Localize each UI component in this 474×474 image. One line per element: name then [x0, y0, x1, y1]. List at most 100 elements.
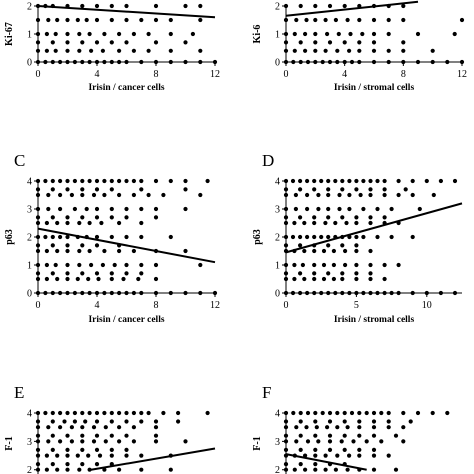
data-point: [124, 178, 129, 184]
data-point: [109, 433, 114, 438]
data-point: [283, 419, 289, 424]
data-point: [344, 220, 349, 226]
y-tick-label: 2: [275, 233, 280, 244]
data-point: [283, 425, 289, 430]
data-point: [35, 453, 41, 458]
data-point: [69, 439, 74, 444]
data-point: [401, 40, 406, 45]
data-point: [80, 178, 85, 184]
data-point: [65, 178, 70, 184]
data-point: [65, 453, 70, 458]
data-point: [305, 439, 311, 444]
data-point: [97, 453, 103, 458]
data-point: [323, 17, 328, 23]
y-tick-label: 3: [275, 205, 280, 216]
data-point: [35, 462, 41, 467]
x-tick-label: 12: [457, 69, 467, 80]
data-point: [354, 248, 359, 254]
data-point: [361, 234, 366, 240]
data-point: [371, 17, 377, 23]
data-point: [84, 206, 89, 212]
data-point: [401, 425, 406, 430]
data-point: [35, 187, 41, 192]
regression-line: [285, 453, 367, 471]
data-point: [331, 248, 336, 254]
data-point: [146, 192, 151, 198]
data-point: [53, 262, 58, 268]
data-point: [46, 206, 51, 212]
data-point: [357, 48, 362, 53]
data-point: [35, 467, 41, 472]
y-tick-label: 4: [275, 177, 280, 188]
data-point: [94, 206, 100, 212]
data-point: [452, 290, 458, 296]
data-point: [80, 40, 85, 45]
data-point: [302, 220, 307, 226]
data-point: [131, 439, 136, 444]
data-point: [35, 433, 41, 438]
data-point: [109, 17, 114, 23]
data-point: [65, 447, 70, 452]
x-tick-label: 8: [154, 300, 159, 311]
data-point: [357, 410, 362, 416]
data-point: [340, 276, 345, 282]
data-point: [50, 410, 55, 416]
data-point: [382, 178, 387, 184]
data-point: [452, 178, 458, 184]
data-point: [124, 234, 129, 240]
data-point: [354, 262, 359, 268]
data-point: [327, 433, 333, 438]
data-point: [347, 192, 352, 198]
data-point: [298, 234, 303, 240]
data-point: [35, 178, 41, 184]
data-point: [80, 192, 85, 198]
data-point: [410, 234, 415, 240]
data-point: [80, 425, 85, 430]
data-point: [368, 276, 373, 282]
data-point: [58, 59, 63, 65]
data-point: [65, 48, 70, 53]
data-point: [386, 419, 391, 424]
data-point: [313, 410, 318, 416]
x-tick-label: 0: [36, 69, 41, 80]
data-point: [69, 192, 74, 198]
data-point: [327, 59, 333, 65]
data-point: [131, 178, 136, 184]
regression-line: [90, 447, 216, 471]
data-point: [323, 220, 328, 226]
data-point: [117, 178, 122, 184]
data-point: [386, 59, 391, 65]
data-point: [35, 262, 41, 268]
data-point: [124, 59, 129, 65]
data-point: [77, 467, 82, 472]
data-point: [293, 206, 298, 212]
y-axis-label: p63: [252, 229, 263, 245]
data-point: [410, 178, 415, 184]
data-point: [212, 290, 218, 296]
data-point: [99, 220, 104, 226]
data-point: [43, 410, 48, 416]
data-point: [35, 17, 41, 23]
data-point: [87, 220, 92, 226]
y-tick-label: 2: [275, 2, 280, 13]
data-point: [298, 271, 303, 276]
data-point: [331, 262, 336, 268]
data-point: [430, 410, 435, 416]
y-tick-label: 3: [27, 437, 32, 448]
data-point: [75, 453, 80, 458]
data-point: [283, 467, 289, 472]
data-point: [94, 234, 100, 240]
data-point: [342, 3, 347, 9]
data-point: [109, 187, 114, 192]
data-point: [396, 178, 401, 184]
data-point: [452, 31, 457, 37]
data-point: [354, 215, 359, 220]
data-point: [168, 59, 173, 65]
data-point: [283, 215, 289, 220]
data-point: [46, 439, 51, 444]
data-point: [72, 410, 77, 416]
y-tick-label: 4: [27, 177, 32, 188]
data-point: [342, 419, 347, 424]
data-point: [94, 40, 100, 45]
